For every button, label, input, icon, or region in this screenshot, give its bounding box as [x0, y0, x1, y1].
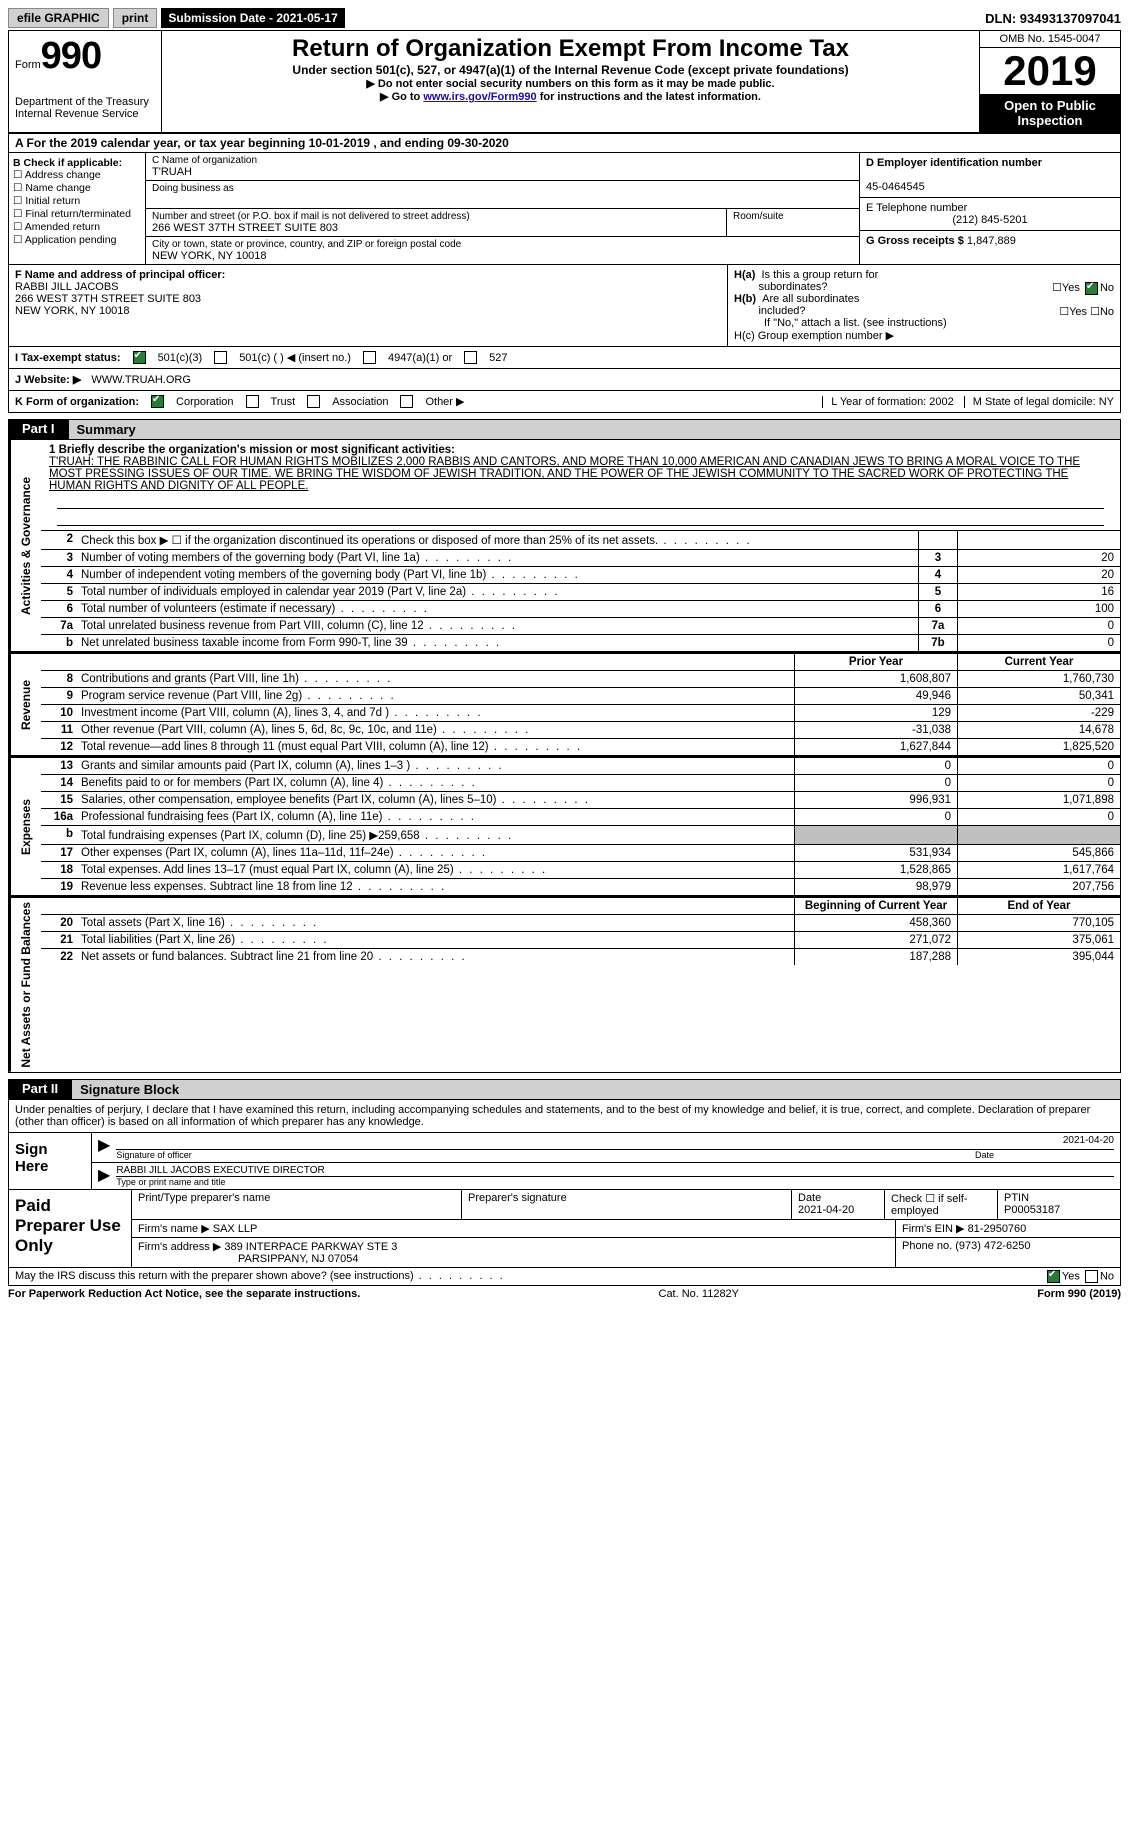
- header-left: Form990 Department of the Treasury Inter…: [9, 31, 162, 132]
- irs: Internal Revenue Service: [15, 108, 155, 120]
- org-name: T'RUAH: [152, 166, 853, 178]
- gov-line: 2Check this box ▶ ☐ if the organization …: [41, 531, 1120, 550]
- table-row: 11Other revenue (Part VIII, column (A), …: [41, 722, 1120, 739]
- table-row: 9Program service revenue (Part VIII, lin…: [41, 688, 1120, 705]
- dba-label: Doing business as: [152, 183, 853, 194]
- sign-here-label: Sign Here: [9, 1133, 91, 1189]
- table-row: 14Benefits paid to or for members (Part …: [41, 775, 1120, 792]
- street-label: Number and street (or P.O. box if mail i…: [152, 211, 720, 222]
- table-row: 10Investment income (Part VIII, column (…: [41, 705, 1120, 722]
- ein-value: 45-0464545: [866, 181, 925, 193]
- gross-label: G Gross receipts $: [866, 235, 964, 247]
- entity-grid: B Check if applicable: ☐ Address change …: [8, 153, 1121, 265]
- website-row: J Website: ▶ WWW.TRUAH.ORG: [8, 369, 1121, 391]
- cat-no: Cat. No. 11282Y: [360, 1288, 1037, 1300]
- state-domicile: M State of legal domicile: NY: [964, 396, 1114, 408]
- rev-label: Revenue: [9, 654, 41, 755]
- paid-preparer: Paid Preparer Use Only Print/Type prepar…: [8, 1190, 1121, 1268]
- page-footer: For Paperwork Reduction Act Notice, see …: [8, 1286, 1121, 1302]
- city-value: NEW YORK, NY 10018: [152, 250, 853, 262]
- table-row: 17Other expenses (Part IX, column (A), l…: [41, 845, 1120, 862]
- form-header: Form990 Department of the Treasury Inter…: [8, 30, 1121, 134]
- table-row: 15Salaries, other compensation, employee…: [41, 792, 1120, 809]
- efile-button[interactable]: efile GRAPHIC: [8, 8, 109, 28]
- expenses-section: Expenses 13Grants and similar amounts pa…: [8, 756, 1121, 896]
- row-k-l-m: K Form of organization: Corporation Trus…: [8, 391, 1121, 413]
- part2-header: Part II Signature Block: [8, 1079, 1121, 1100]
- netassets-section: Net Assets or Fund Balances Beginning of…: [8, 896, 1121, 1073]
- na-label: Net Assets or Fund Balances: [9, 898, 41, 1072]
- paid-label: Paid Preparer Use Only: [9, 1190, 132, 1267]
- discuss-row: May the IRS discuss this return with the…: [8, 1268, 1121, 1286]
- dln: DLN: 93493137097041: [985, 11, 1121, 26]
- form-ref: Form 990 (2019): [1037, 1288, 1121, 1300]
- revenue-section: Revenue Prior Year Current Year 8Contrib…: [8, 652, 1121, 756]
- table-row: 20Total assets (Part X, line 16)458,3607…: [41, 915, 1120, 932]
- tax-year-range: A For the 2019 calendar year, or tax yea…: [8, 134, 1121, 153]
- gov-line: 7aTotal unrelated business revenue from …: [41, 618, 1120, 635]
- gov-line: bNet unrelated business taxable income f…: [41, 635, 1120, 651]
- table-row: 19Revenue less expenses. Subtract line 1…: [41, 879, 1120, 895]
- open-to-public: Open to PublicInspection: [980, 94, 1120, 132]
- street-value: 266 WEST 37TH STREET SUITE 803: [152, 222, 720, 234]
- table-row: 16aProfessional fundraising fees (Part I…: [41, 809, 1120, 826]
- exp-label: Expenses: [9, 758, 41, 895]
- form-note1: ▶ Do not enter social security numbers o…: [168, 77, 973, 90]
- form-prefix: Form: [15, 59, 41, 71]
- gov-line: 5Total number of individuals employed in…: [41, 584, 1120, 601]
- form-number: 990: [41, 35, 101, 77]
- form-note2: ▶ Go to www.irs.gov/Form990 for instruct…: [168, 90, 973, 103]
- table-row: 22Net assets or fund balances. Subtract …: [41, 949, 1120, 965]
- header-title-block: Return of Organization Exempt From Incom…: [162, 31, 979, 132]
- tel-label: E Telephone number: [866, 202, 967, 214]
- mission-text: T'RUAH: THE RABBINIC CALL FOR HUMAN RIGH…: [49, 456, 1080, 492]
- gross-value: 1,847,889: [967, 235, 1016, 247]
- room-label: Room/suite: [733, 211, 853, 222]
- table-row: bTotal fundraising expenses (Part IX, co…: [41, 826, 1120, 845]
- perjury-text: Under penalties of perjury, I declare th…: [9, 1100, 1120, 1132]
- group-return: H(a) Is this a group return for subordin…: [727, 265, 1120, 346]
- table-row: 18Total expenses. Add lines 13–17 (must …: [41, 862, 1120, 879]
- website-value[interactable]: WWW.TRUAH.ORG: [91, 374, 191, 386]
- paperwork-notice: For Paperwork Reduction Act Notice, see …: [8, 1288, 360, 1300]
- table-row: 12Total revenue—add lines 8 through 11 (…: [41, 739, 1120, 755]
- table-row: 13Grants and similar amounts paid (Part …: [41, 758, 1120, 775]
- irs-link[interactable]: www.irs.gov/Form990: [423, 91, 536, 103]
- city-label: City or town, state or province, country…: [152, 239, 853, 250]
- year-formation: L Year of formation: 2002: [822, 396, 954, 408]
- submission-date: Submission Date - 2021-05-17: [161, 8, 344, 28]
- tel-value: (212) 845-5201: [866, 214, 1114, 226]
- tax-exempt-status: I Tax-exempt status: 501(c)(3) 501(c) ( …: [8, 347, 1121, 369]
- part1-header: Part I Summary: [8, 419, 1121, 440]
- signature-block: Under penalties of perjury, I declare th…: [8, 1100, 1121, 1190]
- form-title: Return of Organization Exempt From Incom…: [168, 35, 973, 63]
- mission-block: 1 Briefly describe the organization's mi…: [41, 440, 1120, 531]
- gov-line: 4Number of independent voting members of…: [41, 567, 1120, 584]
- form-subtitle: Under section 501(c), 527, or 4947(a)(1)…: [168, 63, 973, 77]
- gov-section: Activities & Governance 1 Briefly descri…: [8, 440, 1121, 652]
- print-button[interactable]: print: [113, 8, 158, 28]
- row-f-h: F Name and address of principal officer:…: [8, 265, 1121, 347]
- header-right: OMB No. 1545-0047 2019 Open to PublicIns…: [979, 31, 1120, 132]
- gov-line: 3Number of voting members of the governi…: [41, 550, 1120, 567]
- table-row: 21Total liabilities (Part X, line 26)271…: [41, 932, 1120, 949]
- col-b-checkboxes: B Check if applicable: ☐ Address change …: [9, 153, 146, 264]
- col-d-right: D Employer identification number 45-0464…: [859, 153, 1120, 264]
- omb-number: OMB No. 1545-0047: [980, 31, 1120, 48]
- gov-label: Activities & Governance: [9, 440, 41, 651]
- dept-treasury: Department of the Treasury: [15, 96, 155, 108]
- table-row: 8Contributions and grants (Part VIII, li…: [41, 671, 1120, 688]
- principal-officer: F Name and address of principal officer:…: [9, 265, 727, 346]
- col-c-org: C Name of organization T'RUAH Doing busi…: [146, 153, 859, 264]
- ein-label: D Employer identification number: [866, 157, 1042, 169]
- gov-line: 6Total number of volunteers (estimate if…: [41, 601, 1120, 618]
- tax-year: 2019: [980, 48, 1120, 94]
- top-bar: efile GRAPHIC print Submission Date - 20…: [8, 8, 1121, 28]
- org-name-label: C Name of organization: [152, 155, 853, 166]
